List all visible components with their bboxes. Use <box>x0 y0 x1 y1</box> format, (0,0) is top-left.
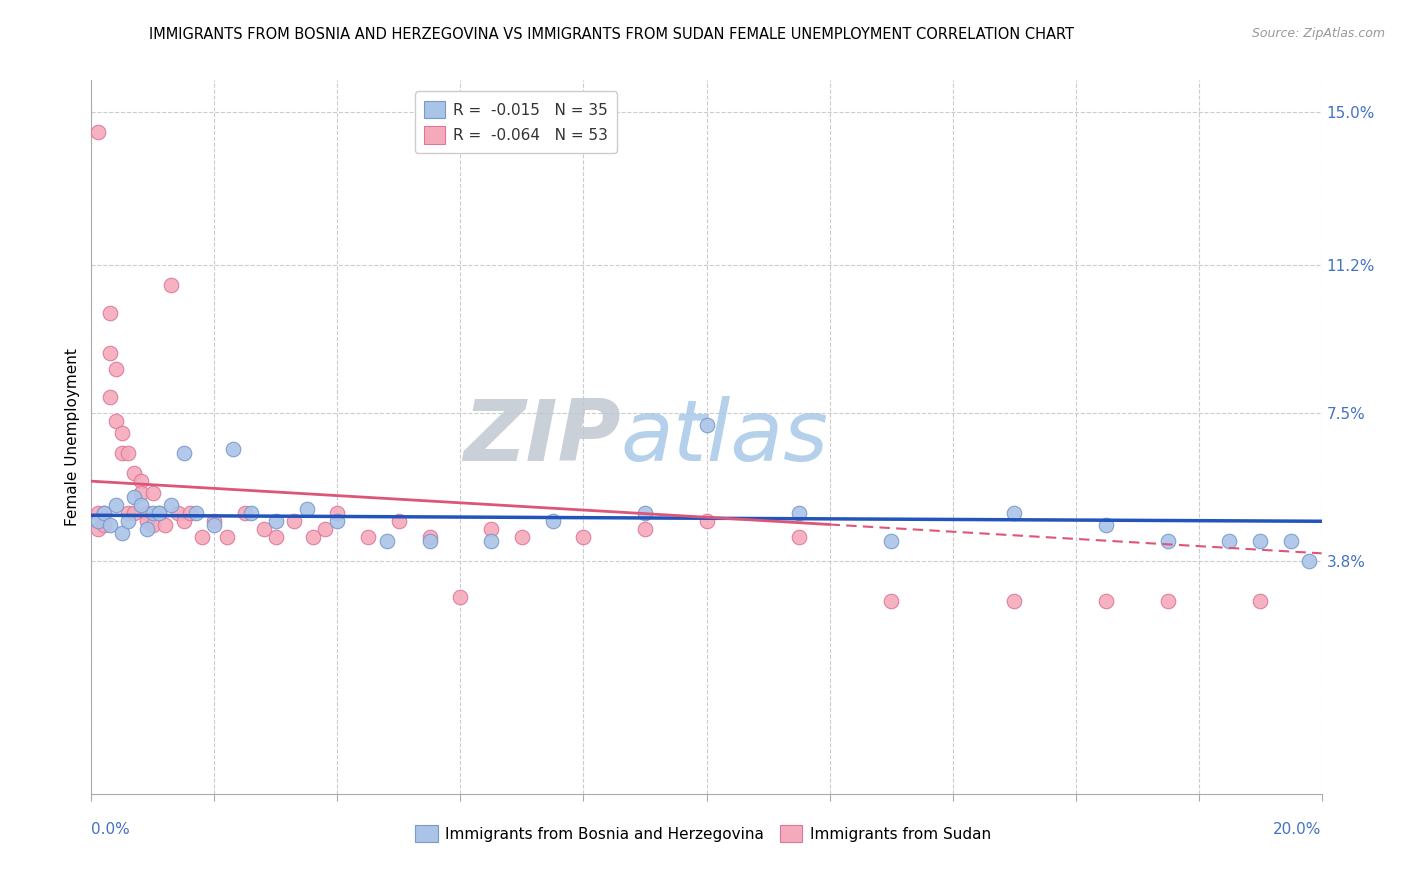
Point <box>191 530 214 544</box>
Point <box>93 506 115 520</box>
Point <box>233 506 256 520</box>
Point <box>1002 594 1025 608</box>
Point <box>510 530 533 544</box>
Point <box>541 514 564 528</box>
Point <box>98 390 121 404</box>
Text: IMMIGRANTS FROM BOSNIA AND HERZEGOVINA VS IMMIGRANTS FROM SUDAN FEMALE UNEMPLOYM: IMMIGRANTS FROM BOSNIA AND HERZEGOVINA V… <box>149 27 1074 42</box>
Point <box>166 506 188 520</box>
Point <box>142 486 165 500</box>
Point <box>160 498 183 512</box>
Point <box>314 522 336 536</box>
Point <box>117 446 139 460</box>
Text: Source: ZipAtlas.com: Source: ZipAtlas.com <box>1251 27 1385 40</box>
Point <box>264 530 287 544</box>
Point <box>479 534 502 549</box>
Point <box>86 522 108 536</box>
Point <box>111 426 134 441</box>
Point <box>1218 534 1240 549</box>
Point <box>787 530 810 544</box>
Point <box>264 514 287 528</box>
Point <box>1095 518 1118 533</box>
Point <box>153 518 177 533</box>
Y-axis label: Female Unemployment: Female Unemployment <box>65 348 80 526</box>
Point <box>129 474 152 488</box>
Point <box>98 346 121 360</box>
Point <box>253 522 276 536</box>
Point <box>93 506 115 520</box>
Point <box>98 518 121 533</box>
Point <box>283 514 305 528</box>
Point <box>202 518 225 533</box>
Point <box>111 446 134 460</box>
Point <box>142 506 165 520</box>
Point <box>572 530 595 544</box>
Point <box>86 506 108 520</box>
Point <box>105 498 127 512</box>
Point <box>135 514 157 528</box>
Point <box>111 526 134 541</box>
Point <box>117 506 139 520</box>
Point <box>240 506 263 520</box>
Point <box>1249 534 1271 549</box>
Point <box>86 514 108 528</box>
Point <box>1095 594 1118 608</box>
Point <box>105 414 127 428</box>
Point <box>148 506 170 520</box>
Point <box>1157 594 1180 608</box>
Point <box>880 534 903 549</box>
Point <box>295 502 318 516</box>
Point <box>634 522 657 536</box>
Point <box>634 506 657 520</box>
Point <box>388 514 411 528</box>
Point <box>184 506 207 520</box>
Point <box>124 466 146 480</box>
Point <box>419 534 441 549</box>
Point <box>326 514 349 528</box>
Point <box>419 530 441 544</box>
Point <box>124 490 146 504</box>
Point <box>129 498 152 512</box>
Point <box>135 522 157 536</box>
Point <box>117 514 139 528</box>
Point <box>215 530 238 544</box>
Point <box>301 530 323 544</box>
Point <box>160 277 183 292</box>
Point <box>1157 534 1180 549</box>
Point <box>696 514 718 528</box>
Point <box>375 534 398 549</box>
Text: atlas: atlas <box>620 395 828 479</box>
Point <box>173 514 195 528</box>
Point <box>222 442 245 456</box>
Point <box>179 506 201 520</box>
Point <box>1249 594 1271 608</box>
Point <box>129 486 152 500</box>
Point <box>479 522 502 536</box>
Point <box>1279 534 1302 549</box>
Text: 20.0%: 20.0% <box>1274 822 1322 837</box>
Point <box>93 518 115 533</box>
Legend: R =  -0.015   N = 35, R =  -0.064   N = 53: R = -0.015 N = 35, R = -0.064 N = 53 <box>415 92 617 153</box>
Text: 0.0%: 0.0% <box>91 822 131 837</box>
Point <box>1298 554 1320 568</box>
Point <box>880 594 903 608</box>
Point <box>696 418 718 433</box>
Text: ZIP: ZIP <box>463 395 620 479</box>
Point <box>787 506 810 520</box>
Point <box>173 446 195 460</box>
Legend: Immigrants from Bosnia and Herzegovina, Immigrants from Sudan: Immigrants from Bosnia and Herzegovina, … <box>409 820 997 848</box>
Point <box>124 506 146 520</box>
Point <box>105 362 127 376</box>
Point <box>357 530 380 544</box>
Point <box>142 518 165 533</box>
Point <box>86 125 108 139</box>
Point <box>98 306 121 320</box>
Point <box>135 506 157 520</box>
Point <box>326 506 349 520</box>
Point <box>1002 506 1025 520</box>
Point <box>449 591 471 605</box>
Point <box>148 506 170 520</box>
Point <box>202 514 225 528</box>
